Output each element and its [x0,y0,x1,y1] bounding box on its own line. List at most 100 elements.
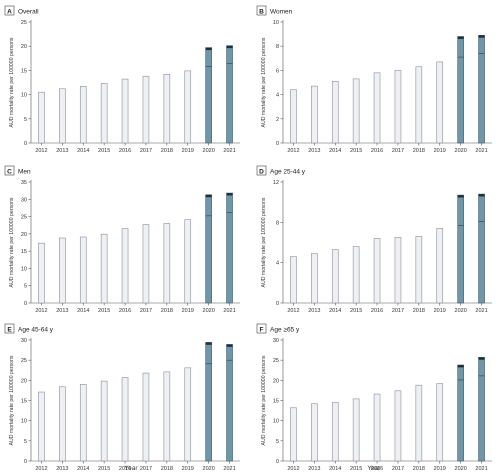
bar-2014 [331,80,339,144]
x-tick-label: 2012 [287,308,299,314]
x-tick-label: 2019 [434,308,446,314]
x-tick-label: 2019 [182,308,194,314]
y-tick-label: 0 [24,301,27,307]
x-tick-label: 2019 [434,466,446,472]
x-tick-label: 2014 [77,466,89,472]
x-tick-label: 2013 [308,466,320,472]
y-tick-label: 5 [276,439,279,445]
y-tick-label: 10 [273,419,279,425]
bar-2014 [79,86,87,144]
bar-2012 [290,89,297,144]
bar-2014 [79,236,87,304]
bar-2017 [394,70,402,144]
bar-2013 [311,85,318,144]
x-tick-label: 2015 [350,148,362,154]
bar-2020 [457,194,464,304]
bar-cap-2021 [226,344,233,347]
y-tick-label: 10 [21,266,27,272]
x-tick-label: 2017 [140,148,152,154]
y-axis-label: AUD mortality rate per 100000 persons [9,355,15,445]
y-tick-label: 0 [24,459,27,465]
y-tick-label: 20 [21,378,27,384]
y-tick-label: 15 [21,249,27,255]
bar-2018 [415,236,423,304]
panel-title: Age 25-44 y [270,168,306,175]
x-tick-label: 2014 [77,148,89,154]
x-tick-label: 2012 [35,466,47,472]
panel-F: F Age ≥65 y AUD mortality rate per 100000 … [256,323,492,472]
bar-2016 [121,377,129,462]
bar-2021 [478,35,485,144]
y-tick-label: 15 [21,68,27,74]
x-tick-label: 2017 [140,308,152,314]
panel-tag-box [256,323,267,334]
y-tick-label: 5 [24,439,27,445]
x-tick-label: 2018 [413,308,425,314]
bar-2016 [121,228,129,304]
bar-2021 [478,193,485,304]
panel-tag: A [7,8,12,15]
bar-2014 [79,384,87,462]
bar-cap-2021 [226,193,233,196]
panel-tag: C [7,168,12,175]
y-tick-label: 0 [24,141,27,147]
x-tick-label: 2020 [455,308,467,314]
x-tick-label: 2013 [56,308,68,314]
bar-cap-2020 [457,36,464,39]
panel-title: Overall [18,8,39,15]
x-tick-label: 2013 [56,466,68,472]
x-tick-label: 2021 [223,466,235,472]
bar-2017 [142,75,150,144]
bar-cap-2020 [205,342,212,345]
bar-2021 [226,45,233,144]
bar-cap-2021 [478,357,485,360]
x-tick-label: 2021 [223,308,235,314]
x-tick-label: 2021 [475,308,487,314]
bar-2017 [142,224,150,304]
bar-2016 [373,72,381,144]
bar-2016 [373,238,381,304]
x-tick-label: 2014 [329,466,341,472]
panel-title: Men [18,168,31,175]
x-tick-label: 2016 [371,308,383,314]
y-tick-label: 4 [276,261,279,267]
x-tick-label: 2015 [98,466,110,472]
bar-2014 [331,249,339,304]
bar-2013 [59,237,66,304]
bar-2020 [457,36,464,144]
y-tick-label: 12 [273,180,279,186]
bar-2019 [184,367,192,462]
bar-2019 [436,228,444,304]
y-tick-label: 25 [21,215,27,221]
panel-D: D Age 25-44 y AUD mortality rate per 10000… [256,165,492,314]
bar-2012 [38,242,45,304]
x-tick-label: 2016 [119,148,131,154]
y-tick-label: 10 [273,20,279,26]
x-tick-label: 2018 [413,148,425,154]
panel-tag: B [259,8,264,15]
y-tick-label: 25 [21,358,27,364]
x-tick-label: 2015 [350,308,362,314]
bar-2016 [373,393,381,462]
bar-2018 [163,223,171,304]
bar-2017 [394,390,402,462]
panel-tag-box [256,5,267,16]
bar-cap-2021 [478,194,485,197]
panel-title: Age ≥65 y [270,326,300,333]
bar-cap-2021 [226,45,233,49]
x-tick-label: 2021 [475,148,487,154]
x-tick-label: 2012 [35,148,47,154]
y-axis-label: AUD mortality rate per 100000 persons [9,37,15,127]
bar-2019 [436,61,444,144]
x-tick-label: 2021 [475,466,487,472]
bar-cap-2021 [478,35,485,38]
bar-2019 [436,383,444,462]
x-tick-label: 2018 [161,308,173,314]
bar-cap-2020 [205,47,212,51]
y-tick-label: 5 [24,117,27,123]
panels: A Overall AUD mortality rate per 100000 pe… [4,5,492,472]
bar-2013 [311,253,318,304]
x-tick-label: 2020 [455,148,467,154]
y-tick-label: 15 [21,399,27,405]
